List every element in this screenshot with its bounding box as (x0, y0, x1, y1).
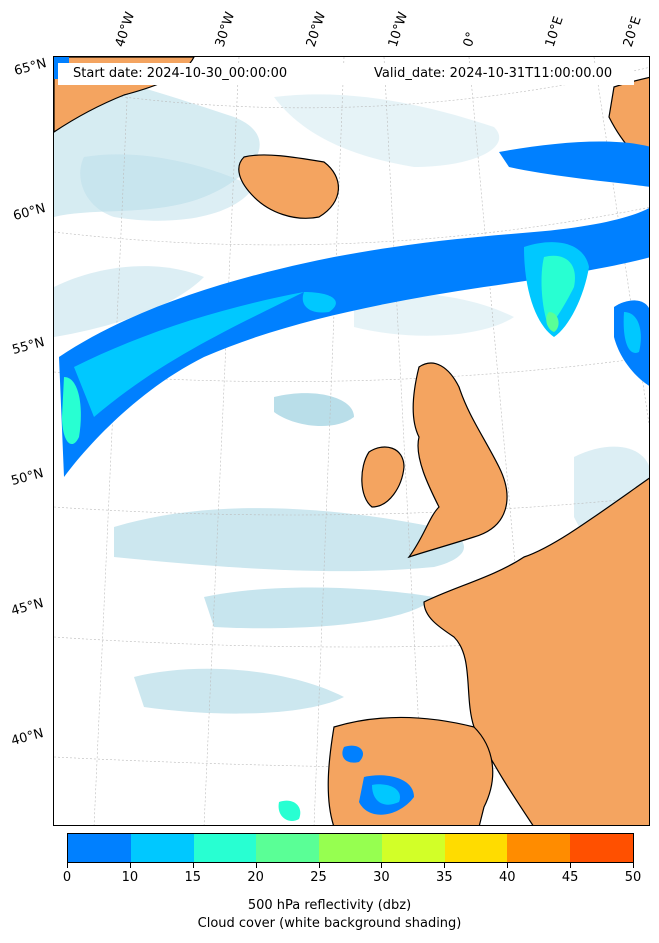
colorbar-segment-2 (193, 834, 257, 862)
map-panel (53, 56, 650, 826)
longitude-label-20e: 20°E (620, 14, 645, 50)
colorbar-tick-mark (444, 863, 446, 868)
reflectivity-colorbar (67, 833, 634, 863)
colorbar-title: 500 hPa reflectivity (dbz) (247, 898, 412, 913)
latitude-label-60n: 60°N (11, 201, 48, 224)
colorbar-tick-label: 45 (561, 870, 579, 885)
colorbar-segment-1 (130, 834, 194, 862)
colorbar-tick-mark (633, 863, 634, 868)
date-banner (58, 63, 634, 85)
colorbar-segment-5 (381, 834, 445, 862)
longitude-label-10e: 10°E (542, 14, 567, 50)
longitude-label-40w: 40°W (112, 10, 139, 49)
latitude-label-50n: 50°N (9, 466, 46, 489)
colorbar-subtitle: Cloud cover (white background shading) (197, 916, 462, 931)
longitude-label-30w: 30°W (212, 10, 239, 49)
colorbar-segment-4 (319, 834, 382, 862)
colorbar-tick-label: 10 (121, 870, 139, 885)
reflectivity-layer (54, 57, 649, 822)
longitude-label-20w: 20°W (303, 10, 330, 49)
colorbar-tick-mark (255, 863, 257, 868)
great-britain-land (407, 362, 508, 559)
colorbar-tick-label: 20 (247, 870, 264, 885)
latitude-label-45n: 45°N (9, 596, 46, 619)
colorbar-tick-mark (381, 863, 383, 868)
colorbar-tick-mark (318, 863, 320, 868)
map-canvas (54, 57, 649, 825)
colorbar-tick-label: 0 (62, 870, 72, 885)
valid-date-label: Valid_date: 2024-10-31T11:00:00.00 (374, 66, 613, 81)
colorbar-tick-mark (67, 863, 68, 868)
colorbar-tick-label: 30 (373, 870, 390, 885)
colorbar-segment-0 (68, 834, 131, 862)
colorbar-tick-label: 35 (436, 870, 453, 885)
latitude-label-65n: 65°N (12, 56, 49, 79)
colorbar-segment-6 (444, 834, 508, 862)
colorbar-segment-7 (507, 834, 571, 862)
colorbar-tick-label: 25 (310, 870, 327, 885)
start-date-label: Start date: 2024-10-30_00:00:00 (73, 66, 288, 81)
colorbar-tick-mark (570, 863, 572, 868)
colorbar-segment-3 (256, 834, 320, 862)
longitude-label-0: 0° (460, 30, 480, 49)
colorbar-tick-mark (192, 863, 194, 868)
colorbar-tick-mark (507, 863, 509, 868)
latitude-label-55n: 55°N (10, 335, 47, 358)
colorbar-tick-label: 15 (184, 870, 202, 885)
latitude-label-40n: 40°N (9, 726, 46, 749)
ireland-land (361, 446, 405, 508)
colorbar-tick-mark (129, 863, 131, 868)
colorbar-segment-8 (570, 834, 634, 862)
colorbar-tick-label: 40 (498, 870, 516, 885)
longitude-label-10w: 10°W (385, 10, 412, 49)
iceland-land (238, 154, 339, 219)
iberia-land (327, 716, 494, 825)
colorbar-tick-label: 50 (624, 870, 642, 885)
